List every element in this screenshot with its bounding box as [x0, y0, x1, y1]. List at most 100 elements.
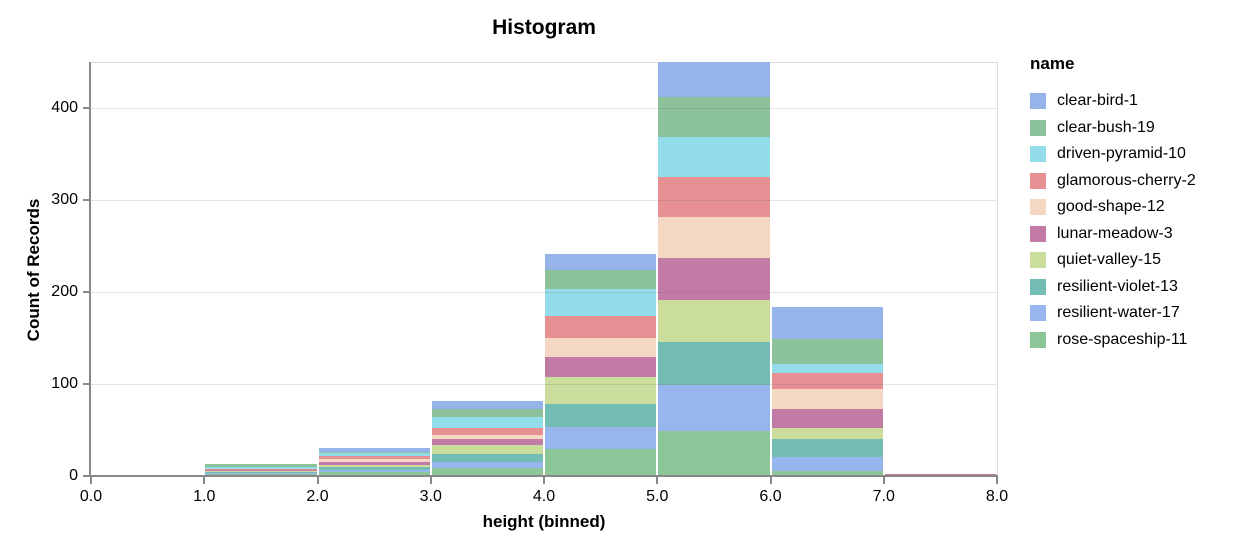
- legend-title: name: [1030, 54, 1075, 73]
- bar-segment-clear-bush-19[interactable]: [658, 96, 770, 138]
- x-tick-label: 6.0: [759, 488, 782, 505]
- legend-item-lunar-meadow-3: lunar-meadow-3: [1030, 221, 1245, 248]
- bar-segment-rose-spaceship-11[interactable]: [545, 449, 657, 476]
- x-tick-label: 2.0: [306, 488, 329, 505]
- legend-label: rose-spaceship-11: [1057, 330, 1188, 348]
- bar-segment-driven-pyramid-10[interactable]: [318, 453, 430, 456]
- bar-segment-good-shape-12[interactable]: [771, 388, 883, 409]
- bar-segment-lunar-meadow-3[interactable]: [658, 257, 770, 301]
- bar-segment-rose-spaceship-11[interactable]: [431, 467, 543, 476]
- bar-segment-resilient-violet-13[interactable]: [771, 439, 883, 457]
- bar-segment-clear-bird-1[interactable]: [318, 448, 430, 453]
- bar-segment-resilient-water-17[interactable]: [205, 473, 317, 475]
- legend-swatch-icon: [1030, 278, 1046, 295]
- x-tick-label: 5.0: [646, 488, 669, 505]
- bar-segment-resilient-violet-13[interactable]: [318, 466, 430, 470]
- legend-item-rose-spaceship-11: rose-spaceship-11: [1030, 327, 1245, 354]
- bar-segment-clear-bush-19[interactable]: [431, 408, 543, 418]
- bar-segment-clear-bush-19[interactable]: [318, 452, 430, 453]
- x-tick: [90, 477, 92, 484]
- bar-segment-quiet-valley-15[interactable]: [658, 300, 770, 342]
- x-tick-label: 0.0: [79, 488, 103, 505]
- x-axis-title: height (binned): [482, 512, 606, 531]
- bar-segment-resilient-water-17[interactable]: [771, 456, 883, 472]
- bar-segment-glamorous-cherry-2[interactable]: [205, 468, 317, 471]
- legend-label: driven-pyramid-10: [1057, 145, 1186, 163]
- bar-segment-lunar-meadow-3[interactable]: [771, 408, 883, 429]
- x-tick: [543, 477, 545, 484]
- bar-segment-driven-pyramid-10[interactable]: [205, 466, 317, 469]
- bar-segment-good-shape-12[interactable]: [318, 458, 430, 463]
- bar-segment-driven-pyramid-10[interactable]: [658, 137, 770, 177]
- bar-segment-quiet-valley-15[interactable]: [771, 428, 883, 440]
- bar-segment-resilient-water-17[interactable]: [658, 384, 770, 431]
- bar-segment-quiet-valley-15[interactable]: [431, 444, 543, 454]
- bar-segment-resilient-water-17[interactable]: [431, 462, 543, 468]
- bar-segment-clear-bird-1[interactable]: [545, 254, 657, 270]
- legend-swatch-icon: [1030, 93, 1046, 110]
- x-tick-label: 8.0: [985, 488, 1009, 505]
- bar-segment-clear-bush-19[interactable]: [771, 338, 883, 364]
- legend-swatch-icon: [1030, 119, 1046, 136]
- bar-segment-glamorous-cherry-2[interactable]: [658, 177, 770, 218]
- legend-label: lunar-meadow-3: [1057, 224, 1173, 242]
- bar-segment-clear-bird-1[interactable]: [658, 62, 770, 97]
- x-tick: [203, 477, 206, 484]
- bar-segment-glamorous-cherry-2[interactable]: [431, 428, 543, 435]
- y-tick-label: 200: [51, 283, 78, 300]
- bar-segment-resilient-violet-13[interactable]: [545, 404, 657, 428]
- bar-segment-driven-pyramid-10[interactable]: [545, 289, 657, 316]
- bar-segment-clear-bush-19[interactable]: [545, 269, 657, 290]
- y-tick: [83, 291, 90, 293]
- bar-segment-clear-bird-1[interactable]: [771, 306, 883, 339]
- bar-segment-quiet-valley-15[interactable]: [545, 376, 657, 405]
- bar-segment-lunar-meadow-3[interactable]: [884, 474, 996, 476]
- bar-segment-lunar-meadow-3[interactable]: [205, 470, 317, 472]
- bar-segment-clear-bird-1[interactable]: [431, 400, 543, 409]
- chart-title: Histogram: [492, 16, 596, 39]
- bar-segment-lunar-meadow-3[interactable]: [545, 357, 657, 377]
- legend-item-driven-pyramid-10: driven-pyramid-10: [1030, 141, 1245, 168]
- x-tick: [316, 477, 319, 484]
- bar-segment-driven-pyramid-10[interactable]: [771, 363, 883, 373]
- bar-segment-resilient-water-17[interactable]: [545, 427, 657, 450]
- bar-segment-good-shape-12[interactable]: [658, 217, 770, 258]
- bar-segment-driven-pyramid-10[interactable]: [431, 417, 543, 429]
- bar-segment-good-shape-12[interactable]: [545, 338, 657, 358]
- legend-label: good-shape-12: [1057, 198, 1165, 216]
- bar-segment-rose-spaceship-11[interactable]: [318, 472, 430, 476]
- bar-segment-good-shape-12[interactable]: [431, 434, 543, 440]
- legend-swatch-icon: [1030, 146, 1046, 163]
- bar-segment-lunar-meadow-3[interactable]: [318, 462, 430, 465]
- bar-segment-resilient-violet-13[interactable]: [658, 341, 770, 385]
- y-tick-label: 300: [51, 191, 78, 208]
- legend-swatch-icon: [1030, 331, 1046, 348]
- legend-label: quiet-valley-15: [1057, 251, 1162, 269]
- legend-item-glamorous-cherry-2: glamorous-cherry-2: [1030, 168, 1245, 195]
- bar-segment-resilient-violet-13[interactable]: [205, 472, 317, 474]
- x-tick-label: 3.0: [419, 488, 442, 505]
- bar-segment-clear-bush-19[interactable]: [205, 464, 317, 467]
- legend-item-clear-bush-19: clear-bush-19: [1030, 115, 1245, 142]
- legend-item-good-shape-12: good-shape-12: [1030, 194, 1245, 221]
- bar-segment-glamorous-cherry-2[interactable]: [771, 372, 883, 389]
- legend-items: clear-bird-1 clear-bush-19 driven-pyramid-…: [1030, 88, 1245, 353]
- x-axis-line: [89, 475, 998, 477]
- x-tick: [996, 477, 998, 484]
- x-tick-label: 1.0: [193, 488, 216, 505]
- y-tick-label: 400: [51, 99, 78, 116]
- bar-segment-resilient-violet-13[interactable]: [431, 453, 543, 463]
- gridline: [91, 383, 997, 385]
- bar-segment-glamorous-cherry-2[interactable]: [318, 455, 430, 459]
- x-tick: [769, 477, 772, 484]
- bar-segment-lunar-meadow-3[interactable]: [431, 439, 543, 445]
- bar-segment-rose-spaceship-11[interactable]: [771, 471, 883, 476]
- bar-segment-quiet-valley-15[interactable]: [318, 464, 430, 467]
- bar-segment-glamorous-cherry-2[interactable]: [545, 315, 657, 338]
- bar-segment-resilient-water-17[interactable]: [318, 469, 430, 473]
- bar-segment-rose-spaceship-11[interactable]: [658, 430, 770, 476]
- legend-item-quiet-valley-15: quiet-valley-15: [1030, 247, 1245, 274]
- legend-swatch-icon: [1030, 172, 1046, 189]
- bar-segment-quiet-valley-15[interactable]: [205, 471, 317, 473]
